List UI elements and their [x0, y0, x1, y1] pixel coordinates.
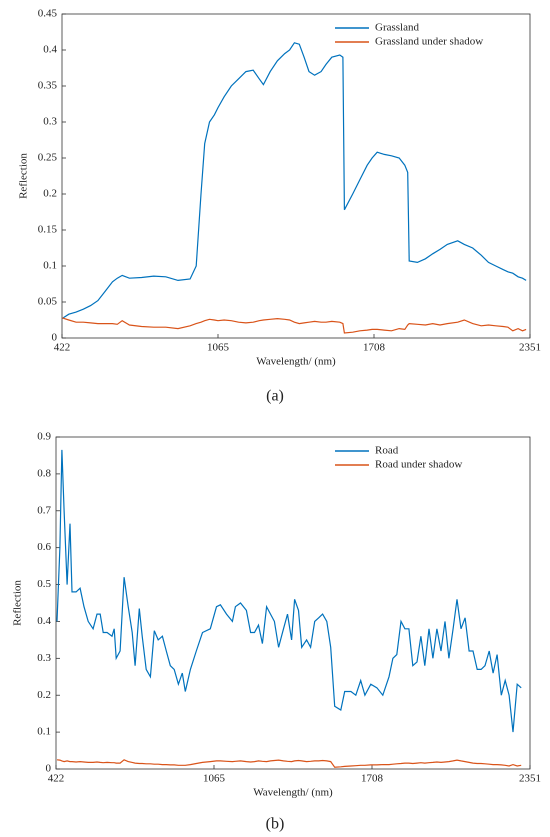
legend-label: Grassland [375, 22, 419, 34]
y-tick-label: 0.1 [43, 260, 57, 272]
x-tick-label: 2351 [519, 342, 541, 354]
x-tick-label: 1708 [363, 342, 386, 354]
y-tick-label: 0.15 [38, 224, 58, 236]
legend-label: Road [375, 445, 399, 457]
x-axis-label: Wavelength/ (nm) [256, 356, 336, 368]
series-line [56, 759, 522, 768]
y-axis-label: Reflection [18, 153, 30, 199]
caption: (a) [266, 388, 284, 405]
y-tick-label: 0.3 [37, 652, 51, 664]
plot-frame [55, 436, 531, 770]
y-tick-label: 0.6 [37, 541, 51, 553]
caption: (b) [266, 816, 285, 833]
plot-frame [61, 13, 531, 339]
series-line [61, 42, 527, 320]
y-tick-label: 0.9 [37, 431, 51, 443]
y-tick-label: 0.45 [38, 8, 58, 20]
y-tick-label: 0.4 [43, 44, 57, 56]
x-tick-label: 422 [54, 342, 71, 354]
x-tick-label: 422 [48, 773, 65, 785]
y-axis-label: Reflection [12, 580, 24, 626]
legend-label: Grassland under shadow [375, 36, 483, 48]
series-line [61, 317, 527, 334]
y-tick-label: 0.35 [38, 80, 58, 92]
y-tick-label: 0.7 [37, 504, 51, 516]
y-tick-label: 0.4 [37, 615, 51, 627]
y-tick-label: 0.25 [38, 152, 58, 164]
y-tick-label: 0.2 [43, 188, 57, 200]
y-tick-label: 0 [52, 332, 58, 344]
x-tick-label: 2351 [519, 773, 541, 785]
x-tick-label: 1708 [361, 773, 384, 785]
y-tick-label: 0.05 [38, 296, 58, 308]
y-tick-label: 0.5 [37, 578, 51, 590]
series-line [56, 449, 522, 733]
y-tick-label: 0 [46, 763, 52, 775]
y-tick-label: 0.2 [37, 689, 51, 701]
x-tick-label: 1065 [203, 773, 226, 785]
y-tick-label: 0.1 [37, 726, 51, 738]
legend-label: Road under shadow [375, 459, 462, 471]
x-tick-label: 1065 [207, 342, 230, 354]
y-tick-label: 0.3 [43, 116, 57, 128]
x-axis-label: Wavelength/ (nm) [253, 787, 333, 799]
y-tick-label: 0.8 [37, 467, 51, 479]
